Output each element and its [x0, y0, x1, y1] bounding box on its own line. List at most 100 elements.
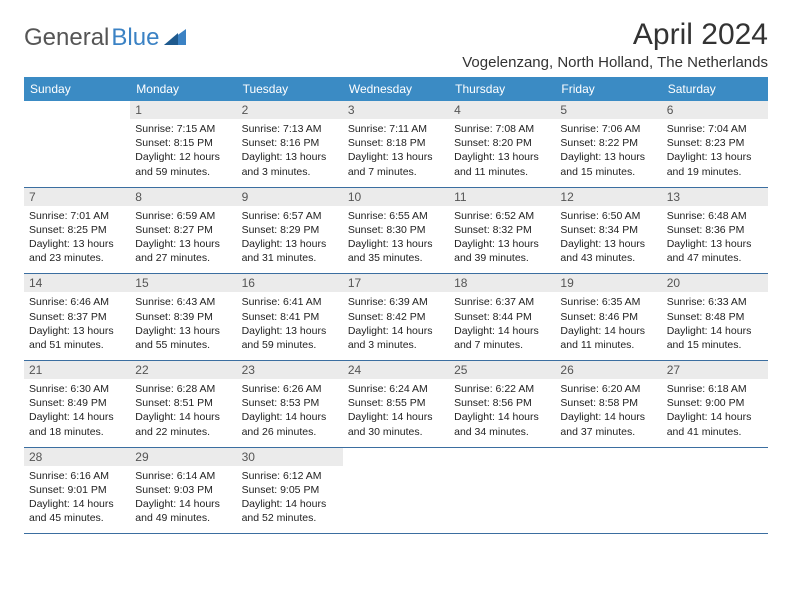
- day-info: Sunrise: 6:37 AMSunset: 8:44 PMDaylight:…: [454, 295, 550, 352]
- day-number: 13: [662, 188, 768, 206]
- day-number: 19: [555, 274, 661, 292]
- day-info: Sunrise: 7:13 AMSunset: 8:16 PMDaylight:…: [242, 122, 338, 179]
- day-number: 15: [130, 274, 236, 292]
- day-cell: 5Sunrise: 7:06 AMSunset: 8:22 PMDaylight…: [555, 101, 661, 187]
- day-info: Sunrise: 6:28 AMSunset: 8:51 PMDaylight:…: [135, 382, 231, 439]
- day-cell: 17 Sunrise: 6:39 AMSunset: 8:42 PMDayligh…: [343, 274, 449, 361]
- day-info: Sunrise: 6:55 AMSunset: 8:30 PMDaylight:…: [348, 209, 444, 266]
- day-info: Sunrise: 6:41 AMSunset: 8:41 PMDaylight:…: [242, 295, 338, 352]
- day-cell: 25 Sunrise: 6:22 AMSunset: 8:56 PMDayligh…: [449, 361, 555, 448]
- day-number: 4: [449, 101, 555, 119]
- calendar-body: 1 Sunrise: 7:15 AMSunset: 8:15 PMDaylight…: [24, 101, 768, 534]
- day-number: 2: [237, 101, 343, 119]
- day-info: Sunrise: 6:26 AMSunset: 8:53 PMDaylight:…: [242, 382, 338, 439]
- day-number: 17: [343, 274, 449, 292]
- day-cell: 22 Sunrise: 6:28 AMSunset: 8:51 PMDayligh…: [130, 361, 236, 448]
- day-number: 23: [237, 361, 343, 379]
- day-number: 7: [24, 188, 130, 206]
- day-cell: 3 Sunrise: 7:11 AMSunset: 8:18 PMDaylight…: [343, 101, 449, 187]
- day-cell: 11Sunrise: 6:52 AMSunset: 8:32 PMDayligh…: [449, 187, 555, 274]
- day-cell: [555, 447, 661, 534]
- day-cell: 4 Sunrise: 7:08 AMSunset: 8:20 PMDaylight…: [449, 101, 555, 187]
- day-cell: 2 Sunrise: 7:13 AMSunset: 8:16 PMDaylight…: [237, 101, 343, 187]
- day-cell: 18 Sunrise: 6:37 AMSunset: 8:44 PMDayligh…: [449, 274, 555, 361]
- day-info: Sunrise: 7:01 AMSunset: 8:25 PMDaylight:…: [29, 209, 125, 266]
- day-cell: [24, 101, 130, 187]
- day-info: Sunrise: 6:24 AMSunset: 8:55 PMDaylight:…: [348, 382, 444, 439]
- day-info: Sunrise: 6:46 AMSunset: 8:37 PMDaylight:…: [29, 295, 125, 352]
- day-info: Sunrise: 6:50 AMSunset: 8:34 PMDaylight:…: [560, 209, 656, 266]
- day-number: 22: [130, 361, 236, 379]
- day-info: Sunrise: 6:18 AMSunset: 9:00 PMDaylight:…: [667, 382, 763, 439]
- day-cell: 28 Sunrise: 6:16 AMSunset: 9:01 PMDayligh…: [24, 447, 130, 534]
- day-number: 6: [662, 101, 768, 119]
- day-cell: [343, 447, 449, 534]
- day-info: Sunrise: 6:12 AMSunset: 9:05 PMDaylight:…: [242, 469, 338, 526]
- day-cell: 12Sunrise: 6:50 AMSunset: 8:34 PMDayligh…: [555, 187, 661, 274]
- day-cell: 16 Sunrise: 6:41 AMSunset: 8:41 PMDayligh…: [237, 274, 343, 361]
- day-header-sun: Sunday: [24, 77, 130, 101]
- day-cell: [662, 447, 768, 534]
- week-row: 14 Sunrise: 6:46 AMSunset: 8:37 PMDayligh…: [24, 274, 768, 361]
- day-number: 28: [24, 448, 130, 466]
- day-number: 1: [130, 101, 236, 119]
- logo-text-blue: Blue: [111, 24, 159, 52]
- week-row: 1 Sunrise: 7:15 AMSunset: 8:15 PMDaylight…: [24, 101, 768, 187]
- day-info: Sunrise: 7:15 AMSunset: 8:15 PMDaylight:…: [135, 122, 231, 179]
- day-header-fri: Friday: [555, 77, 661, 101]
- day-cell: 15 Sunrise: 6:43 AMSunset: 8:39 PMDayligh…: [130, 274, 236, 361]
- day-header-sat: Saturday: [662, 77, 768, 101]
- day-cell: 6Sunrise: 7:04 AMSunset: 8:23 PMDaylight…: [662, 101, 768, 187]
- week-row: 28 Sunrise: 6:16 AMSunset: 9:01 PMDayligh…: [24, 447, 768, 534]
- day-cell: 23 Sunrise: 6:26 AMSunset: 8:53 PMDayligh…: [237, 361, 343, 448]
- day-header-tue: Tuesday: [237, 77, 343, 101]
- day-info: Sunrise: 6:16 AMSunset: 9:01 PMDaylight:…: [29, 469, 125, 526]
- day-number: 18: [449, 274, 555, 292]
- day-number: 20: [662, 274, 768, 292]
- day-info: Sunrise: 6:20 AMSunset: 8:58 PMDaylight:…: [560, 382, 656, 439]
- month-title: April 2024: [462, 18, 768, 52]
- day-cell: 30 Sunrise: 6:12 AMSunset: 9:05 PMDayligh…: [237, 447, 343, 534]
- day-number: 25: [449, 361, 555, 379]
- day-info: Sunrise: 6:22 AMSunset: 8:56 PMDaylight:…: [454, 382, 550, 439]
- day-header-row: Sunday Monday Tuesday Wednesday Thursday…: [24, 77, 768, 101]
- day-number: 9: [237, 188, 343, 206]
- day-cell: 14 Sunrise: 6:46 AMSunset: 8:37 PMDayligh…: [24, 274, 130, 361]
- day-info: Sunrise: 6:59 AMSunset: 8:27 PMDaylight:…: [135, 209, 231, 266]
- day-number: 29: [130, 448, 236, 466]
- day-number: 3: [343, 101, 449, 119]
- day-number: 24: [343, 361, 449, 379]
- day-info: Sunrise: 6:39 AMSunset: 8:42 PMDaylight:…: [348, 295, 444, 352]
- day-cell: 29Sunrise: 6:14 AMSunset: 9:03 PMDayligh…: [130, 447, 236, 534]
- day-info: Sunrise: 6:43 AMSunset: 8:39 PMDaylight:…: [135, 295, 231, 352]
- title-block: April 2024 Vogelenzang, North Holland, T…: [462, 18, 768, 71]
- day-info: Sunrise: 6:33 AMSunset: 8:48 PMDaylight:…: [667, 295, 763, 352]
- day-info: Sunrise: 6:48 AMSunset: 8:36 PMDaylight:…: [667, 209, 763, 266]
- day-number: 30: [237, 448, 343, 466]
- day-number: 10: [343, 188, 449, 206]
- day-number: 16: [237, 274, 343, 292]
- day-number: 14: [24, 274, 130, 292]
- day-info: Sunrise: 7:08 AMSunset: 8:20 PMDaylight:…: [454, 122, 550, 179]
- day-cell: 8 Sunrise: 6:59 AMSunset: 8:27 PMDaylight…: [130, 187, 236, 274]
- day-cell: 26Sunrise: 6:20 AMSunset: 8:58 PMDayligh…: [555, 361, 661, 448]
- day-info: Sunrise: 6:57 AMSunset: 8:29 PMDaylight:…: [242, 209, 338, 266]
- logo-text-general: General: [24, 24, 109, 52]
- day-number: 27: [662, 361, 768, 379]
- week-row: 7 Sunrise: 7:01 AMSunset: 8:25 PMDaylight…: [24, 187, 768, 274]
- day-info: Sunrise: 6:35 AMSunset: 8:46 PMDaylight:…: [560, 295, 656, 352]
- day-header-thu: Thursday: [449, 77, 555, 101]
- day-cell: 20 Sunrise: 6:33 AMSunset: 8:48 PMDayligh…: [662, 274, 768, 361]
- day-number: 21: [24, 361, 130, 379]
- logo-triangle-icon: [164, 27, 186, 50]
- day-cell: 7 Sunrise: 7:01 AMSunset: 8:25 PMDaylight…: [24, 187, 130, 274]
- day-cell: 21Sunrise: 6:30 AMSunset: 8:49 PMDayligh…: [24, 361, 130, 448]
- day-cell: [449, 447, 555, 534]
- day-info: Sunrise: 7:11 AMSunset: 8:18 PMDaylight:…: [348, 122, 444, 179]
- day-cell: 10 Sunrise: 6:55 AMSunset: 8:30 PMDayligh…: [343, 187, 449, 274]
- day-header-wed: Wednesday: [343, 77, 449, 101]
- day-cell: 9 Sunrise: 6:57 AMSunset: 8:29 PMDaylight…: [237, 187, 343, 274]
- day-header-mon: Monday: [130, 77, 236, 101]
- day-number: 8: [130, 188, 236, 206]
- day-info: Sunrise: 7:06 AMSunset: 8:22 PMDaylight:…: [560, 122, 656, 179]
